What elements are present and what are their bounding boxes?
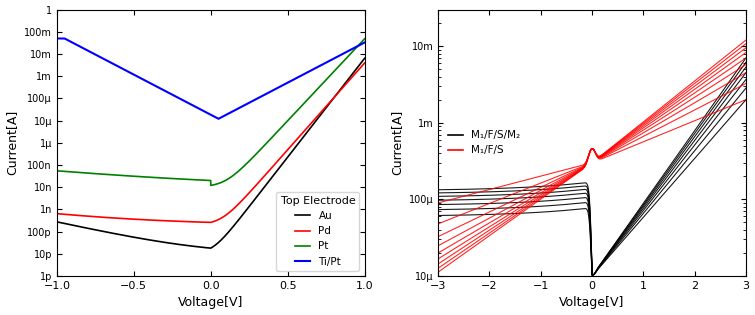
Y-axis label: Current[A]: Current[A] [5,110,19,175]
Legend: Au, Pd, Pt, Ti/Pt: Au, Pd, Pt, Ti/Pt [276,192,359,271]
X-axis label: Voltage[V]: Voltage[V] [559,296,624,309]
Y-axis label: Current[A]: Current[A] [390,110,403,175]
X-axis label: Voltage[V]: Voltage[V] [178,296,243,309]
Legend: M₁/F/S/M₂, M₁/F/S: M₁/F/S/M₂, M₁/F/S [443,126,525,160]
